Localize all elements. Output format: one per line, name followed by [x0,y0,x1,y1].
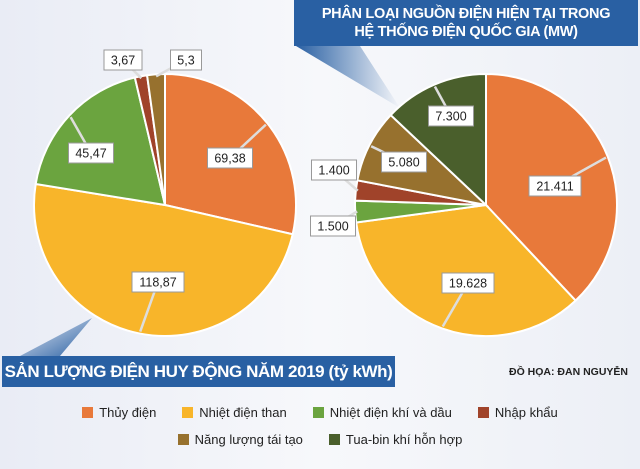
data-label: 7.300 [435,110,466,124]
legend-label: Nhập khẩu [494,405,558,420]
data-label-box [103,49,143,71]
credit: ĐỒ HỌA: ĐAN NGUYỄN [508,366,628,378]
pie-slice [145,72,166,206]
legend-row-2: Năng lượng tái tạo Tua-bin khí hỗn hợp [0,432,640,447]
data-label-box [381,151,427,173]
data-label: 1.400 [318,164,349,178]
banner-pointer-left [20,318,92,356]
legend-item: Thủy điện [82,405,156,420]
pie-slice [33,182,294,337]
data-label: 45,47 [75,147,106,161]
data-label: 21.411 [536,180,573,194]
legend-swatch [82,407,94,418]
banner-title-right: PHÂN LOẠI NGUỒN ĐIỆN HIỆN TẠI TRONG HỆ T… [294,0,638,46]
data-label-box [310,215,356,237]
data-label-box [68,142,114,164]
data-label-box [311,159,357,181]
legend-label: Năng lượng tái tạo [194,432,303,447]
legend-swatch [182,407,194,418]
legend-item: Nhiệt điện than [182,405,287,420]
legend-item: Nhiệt điện khí và dầu [312,405,452,420]
data-label-box [207,147,253,169]
legend-label: Nhiệt điện khí và dầu [329,405,452,420]
data-label: 69,38 [214,152,245,166]
legend-label: Nhiệt điện than [199,405,287,420]
data-label-box [170,49,202,71]
banner-title-left: SẢN LƯỢNG ĐIỆN HUY ĐỘNG NĂM 2019 (tỷ kWh… [2,356,395,387]
legend-item: Tua-bin khí hỗn hợp [328,432,463,447]
legend-row-1: Thủy điện Nhiệt điện than Nhiệt điện khí v… [0,405,640,420]
data-label: 19.628 [449,277,487,291]
legend-item: Nhập khẩu [477,405,558,420]
data-label-box [131,271,185,293]
data-label-box [528,175,582,197]
data-label-box [441,272,495,294]
legend-swatch [312,407,324,418]
pie-chart-1: 69,38 118,87 45,47 3,67 5,3 [33,49,297,337]
banner-line-1: PHÂN LOẠI NGUỒN ĐIỆN HIỆN TẠI TRONG [321,6,611,22]
pie-slice [34,76,167,207]
data-label-box [428,105,474,127]
data-label: 5.080 [388,156,419,170]
legend-item: Năng lượng tái tạo [177,432,303,447]
pie-chart-2: 21.411 19.628 1.500 1.400 5.080 7.300 [310,72,618,337]
banner-line-2: HỆ THỐNG ĐIỆN QUỐC GIA (MW) [354,24,578,40]
legend-label: Tua-bin khí hỗn hợp [345,432,463,447]
legend-swatch [477,407,489,418]
legend-swatch [177,434,189,445]
data-label: 1.500 [317,220,348,234]
banner-pointer-right [296,46,400,108]
legend-swatch [328,434,340,445]
data-label: 5,3 [177,54,194,68]
data-label: 118,87 [139,276,176,290]
data-label: 3,67 [111,54,135,68]
pie-slice [355,203,577,337]
legend-label: Thủy điện [99,405,157,420]
